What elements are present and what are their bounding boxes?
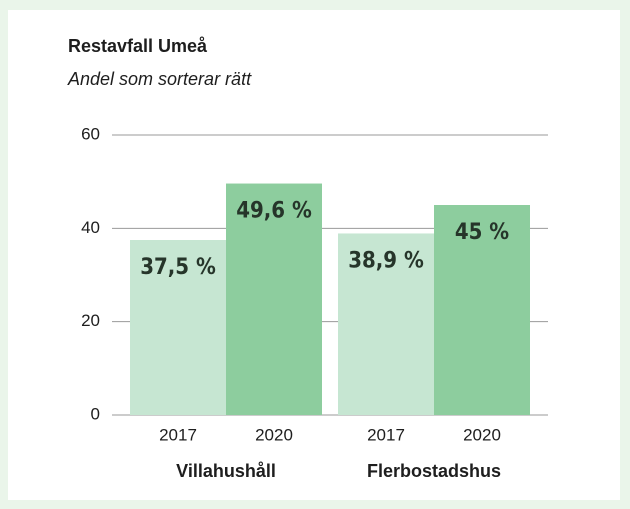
y-tick-label: 0 (91, 404, 100, 423)
value-label: 38,9 % (348, 248, 424, 273)
y-tick-label: 20 (81, 311, 100, 330)
chart-title: Restavfall Umeå (68, 36, 208, 56)
chart-subtitle: Andel som sorterar rätt (67, 69, 252, 89)
y-tick-label: 40 (81, 218, 100, 237)
bar (338, 233, 434, 415)
bar (434, 205, 530, 415)
x-tick-label: 2017 (159, 425, 197, 444)
value-label: 37,5 % (140, 255, 216, 280)
value-label: 49,6 % (236, 199, 312, 224)
x-tick-label: 2020 (255, 425, 293, 444)
y-tick-label: 60 (81, 124, 100, 143)
group-label: Flerbostadshus (367, 461, 501, 481)
x-tick-label: 2017 (367, 425, 405, 444)
bar (130, 240, 226, 415)
group-label: Villahushåll (176, 461, 276, 481)
bar (226, 183, 322, 415)
x-tick-label: 2020 (463, 425, 501, 444)
value-label: 45 % (455, 220, 509, 245)
